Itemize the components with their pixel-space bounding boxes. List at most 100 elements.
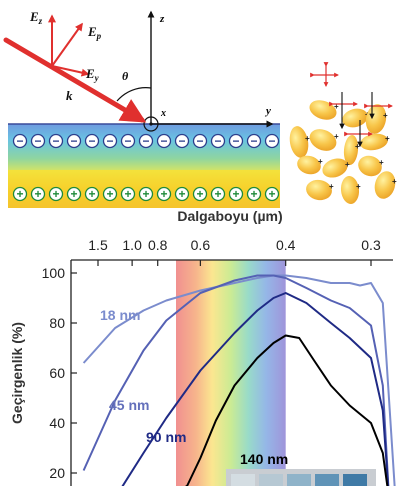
negative-charge: − bbox=[174, 133, 190, 149]
negative-charge: − bbox=[102, 133, 118, 149]
positive-charge: + bbox=[102, 186, 118, 202]
particle: + bbox=[297, 155, 323, 175]
x-axis-label: x bbox=[160, 108, 166, 119]
x-tick-label: 0.4 bbox=[276, 237, 296, 253]
particle: + bbox=[365, 104, 388, 134]
ep-label: Ep bbox=[87, 24, 102, 41]
series-label: 45 nm bbox=[109, 397, 149, 413]
series-lines bbox=[82, 274, 396, 486]
negative-charge: − bbox=[210, 133, 226, 149]
svg-text:−: − bbox=[214, 134, 221, 148]
svg-text:+: + bbox=[329, 182, 334, 191]
y-tick-label: 40 bbox=[49, 415, 65, 431]
sample-photo-inset bbox=[226, 469, 376, 486]
ey-vector bbox=[51, 65, 90, 77]
negative-charge: − bbox=[84, 133, 100, 149]
positive-charge: + bbox=[120, 186, 136, 202]
negative-charges: − − − − − − − − − − − − − − − bbox=[12, 133, 280, 149]
svg-text:+: + bbox=[334, 132, 339, 141]
positive-charge: + bbox=[84, 186, 100, 202]
negative-charge: − bbox=[264, 133, 280, 149]
ez-label: Ez bbox=[29, 9, 43, 26]
negative-charge: − bbox=[228, 133, 244, 149]
positive-charges: + + + + + + + + + + + + + + + bbox=[12, 186, 280, 202]
positive-charge: + bbox=[228, 186, 244, 202]
svg-text:−: − bbox=[250, 134, 257, 148]
negative-charge: − bbox=[156, 133, 172, 149]
positive-charge: + bbox=[192, 186, 208, 202]
incident-wave-arrow bbox=[3, 37, 147, 123]
svg-text:+: + bbox=[385, 134, 390, 143]
negative-charge: − bbox=[120, 133, 136, 149]
svg-text:+: + bbox=[355, 142, 360, 151]
positive-charge: + bbox=[48, 186, 64, 202]
svg-text:+: + bbox=[52, 187, 59, 201]
particle: + bbox=[309, 129, 339, 151]
particle: + bbox=[360, 133, 390, 151]
svg-text:−: − bbox=[16, 134, 23, 148]
positive-charge: + bbox=[264, 186, 280, 202]
positive-charge: + bbox=[210, 186, 226, 202]
particle: + bbox=[309, 100, 339, 120]
series-line bbox=[82, 274, 390, 486]
svg-text:+: + bbox=[250, 187, 257, 201]
y-tick-label: 100 bbox=[42, 265, 66, 281]
positive-charge: + bbox=[174, 186, 190, 202]
svg-text:−: − bbox=[268, 134, 275, 148]
positive-charge: + bbox=[246, 186, 262, 202]
svg-text:+: + bbox=[196, 187, 203, 201]
svg-text:+: + bbox=[34, 187, 41, 201]
series-line bbox=[82, 274, 396, 486]
theta-label: θ bbox=[122, 69, 129, 83]
positive-charge: + bbox=[156, 186, 172, 202]
series-label: 90 nm bbox=[146, 429, 186, 445]
y-axis-title: Geçirgenlik (%) bbox=[9, 322, 25, 424]
x-tick-label: 1.5 bbox=[88, 237, 108, 253]
svg-text:+: + bbox=[178, 187, 185, 201]
x-tick-label: 0.6 bbox=[191, 237, 211, 253]
svg-text:+: + bbox=[124, 187, 131, 201]
y-tick-label: 60 bbox=[49, 365, 65, 381]
particle: + bbox=[340, 176, 361, 204]
svg-text:−: − bbox=[178, 134, 185, 148]
y-tick-label: 20 bbox=[49, 465, 65, 481]
series-labels: 18 nm 45 nm 90 nm 140 nm bbox=[100, 307, 288, 467]
series-line bbox=[185, 334, 389, 486]
svg-text:+: + bbox=[106, 187, 113, 201]
x-tick-label: 0.3 bbox=[361, 237, 381, 253]
svg-text:−: − bbox=[70, 134, 77, 148]
series-label: 140 nm bbox=[240, 451, 288, 467]
particle: + bbox=[289, 126, 310, 158]
svg-text:+: + bbox=[232, 187, 239, 201]
svg-text:+: + bbox=[214, 187, 221, 201]
y-ticks: 20 40 60 80 100 bbox=[42, 265, 77, 481]
svg-text:+: + bbox=[356, 182, 361, 191]
positive-charge: + bbox=[30, 186, 46, 202]
svg-text:+: + bbox=[142, 187, 149, 201]
negative-charge: − bbox=[138, 133, 154, 149]
particle: + bbox=[374, 171, 397, 199]
svg-text:+: + bbox=[16, 187, 23, 201]
positive-charge: + bbox=[12, 186, 28, 202]
negative-charge: − bbox=[48, 133, 64, 149]
transmittance-chart: Dalgaboyu (µm) Geçirgenlik (%) 1.5 1.0 0.8… bbox=[9, 208, 396, 486]
svg-text:−: − bbox=[232, 134, 239, 148]
svg-text:+: + bbox=[334, 102, 339, 111]
k-label: k bbox=[66, 88, 73, 103]
x-axis-symbol bbox=[143, 116, 159, 132]
svg-text:−: − bbox=[106, 134, 113, 148]
svg-text:−: − bbox=[196, 134, 203, 148]
svg-text:−: − bbox=[52, 134, 59, 148]
svg-text:−: − bbox=[34, 134, 41, 148]
particle: + bbox=[358, 155, 384, 177]
particle: + bbox=[342, 108, 370, 128]
series-label: 18 nm bbox=[100, 307, 140, 323]
svg-text:+: + bbox=[318, 157, 323, 166]
positive-charge: + bbox=[66, 186, 82, 202]
svg-text:+: + bbox=[268, 187, 275, 201]
x-axis-title: Dalgaboyu (µm) bbox=[177, 208, 282, 224]
y-axis-label: y bbox=[264, 105, 271, 117]
negative-charge: − bbox=[246, 133, 262, 149]
x-tick-label: 0.8 bbox=[148, 237, 168, 253]
